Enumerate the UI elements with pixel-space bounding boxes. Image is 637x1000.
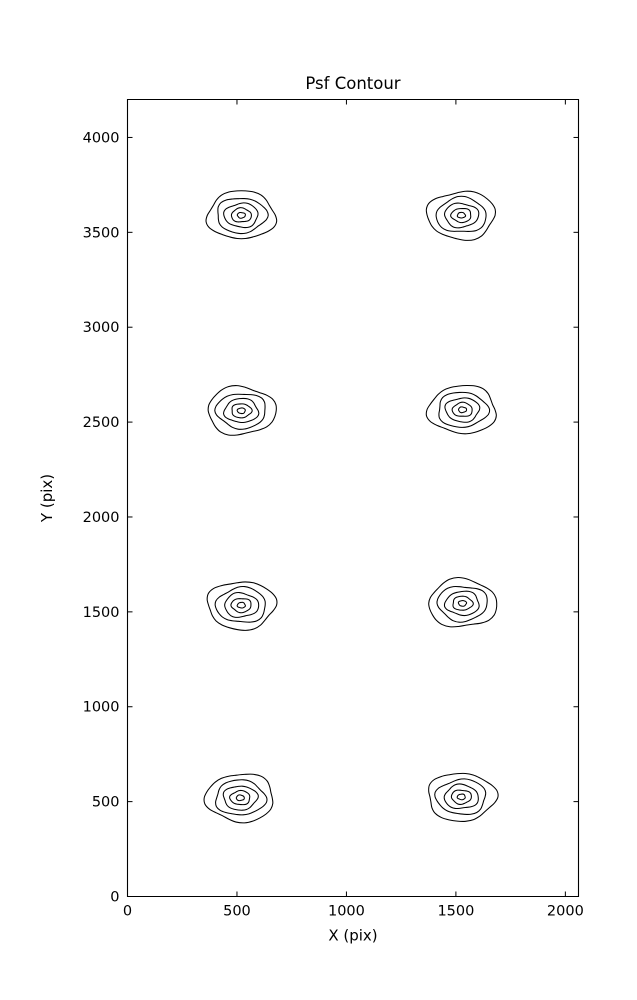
contour-level-ring	[236, 407, 246, 415]
contour-level-ring	[222, 785, 259, 811]
y-tick-label: 1000	[83, 700, 120, 716]
contour-level-ring	[452, 595, 474, 611]
contour-level-ring	[428, 576, 498, 628]
psf-contour-source	[428, 576, 498, 628]
x-tick-label: 500	[223, 904, 251, 920]
contour-level-ring	[444, 202, 480, 229]
contour-level-ring	[203, 773, 274, 824]
contour-level-ring	[436, 585, 488, 623]
y-tick-label: 2500	[83, 415, 120, 431]
contour-level-ring	[457, 600, 468, 607]
psf-contour-source	[425, 384, 497, 435]
y-tick-label: 1500	[83, 605, 120, 621]
x-tick-label: 2000	[547, 904, 584, 920]
x-tick-label: 1000	[328, 904, 365, 920]
contour-level-ring	[207, 385, 277, 436]
contour-level-ring	[444, 397, 481, 423]
contour-level-ring	[206, 581, 278, 631]
axis-titles: X (pix) Y (pix)	[38, 474, 378, 945]
y-tick-label: 4000	[83, 130, 120, 146]
contour-level-ring	[214, 393, 266, 430]
psf-contour-source	[207, 385, 277, 436]
psf-contour-source	[205, 190, 278, 240]
y-tick-label: 2000	[83, 510, 120, 526]
psf-contour-source	[428, 772, 499, 822]
contour-level-ring	[458, 406, 468, 414]
contour-level-ring	[451, 401, 473, 417]
psf-contour-source	[203, 773, 274, 824]
x-axis-ticks: 0 500 1000 1500 2000	[123, 99, 584, 920]
y-tick-label: 3500	[83, 225, 120, 241]
contour-level-ring	[230, 598, 252, 614]
contour-level-ring	[230, 207, 252, 223]
y-axis-title: Y (pix)	[38, 474, 56, 523]
chart-title: Psf Contour	[305, 74, 400, 93]
contour-level-ring	[434, 778, 487, 815]
contour-level-ring	[236, 211, 246, 219]
contour-level-ring	[217, 198, 269, 235]
contour-level-ring	[425, 384, 497, 435]
psf-contour-source	[425, 190, 497, 241]
contour-level-ring	[223, 202, 259, 229]
contour-level-ring	[425, 190, 497, 241]
contour-series	[203, 190, 499, 824]
contour-level-ring	[229, 789, 251, 806]
contour-level-ring	[438, 391, 491, 428]
y-axis-ticks: 0 500 1000 1500 2000 2500 3000 3500 4000	[83, 130, 579, 906]
contour-level-ring	[450, 789, 472, 805]
contour-level-ring	[231, 403, 253, 419]
contour-level-ring	[215, 779, 268, 816]
plot-frame	[126, 98, 580, 898]
contour-level-ring	[205, 190, 278, 240]
x-tick-label: 0	[123, 904, 132, 920]
y-tick-label: 500	[92, 795, 120, 811]
psf-contour-source	[206, 581, 278, 631]
x-tick-label: 1500	[437, 904, 474, 920]
contour-level-ring	[443, 783, 479, 810]
contour-level-ring	[428, 772, 499, 822]
y-tick-label: 3000	[83, 320, 120, 336]
contour-level-ring	[450, 208, 472, 224]
contour-level-ring	[236, 601, 246, 609]
x-axis-title: X (pix)	[328, 927, 377, 945]
contour-level-ring	[214, 586, 266, 623]
contour-level-ring	[235, 794, 245, 802]
chart-title-group: Psf Contour	[305, 74, 400, 93]
y-tick-label: 0	[110, 890, 119, 906]
contour-level-ring	[456, 211, 467, 219]
contour-level-ring	[435, 195, 487, 232]
contour-level-ring	[223, 397, 260, 424]
contour-level-ring	[224, 592, 260, 618]
axes-border	[126, 98, 580, 898]
contour-level-ring	[456, 793, 466, 801]
contour-level-ring	[443, 590, 480, 617]
